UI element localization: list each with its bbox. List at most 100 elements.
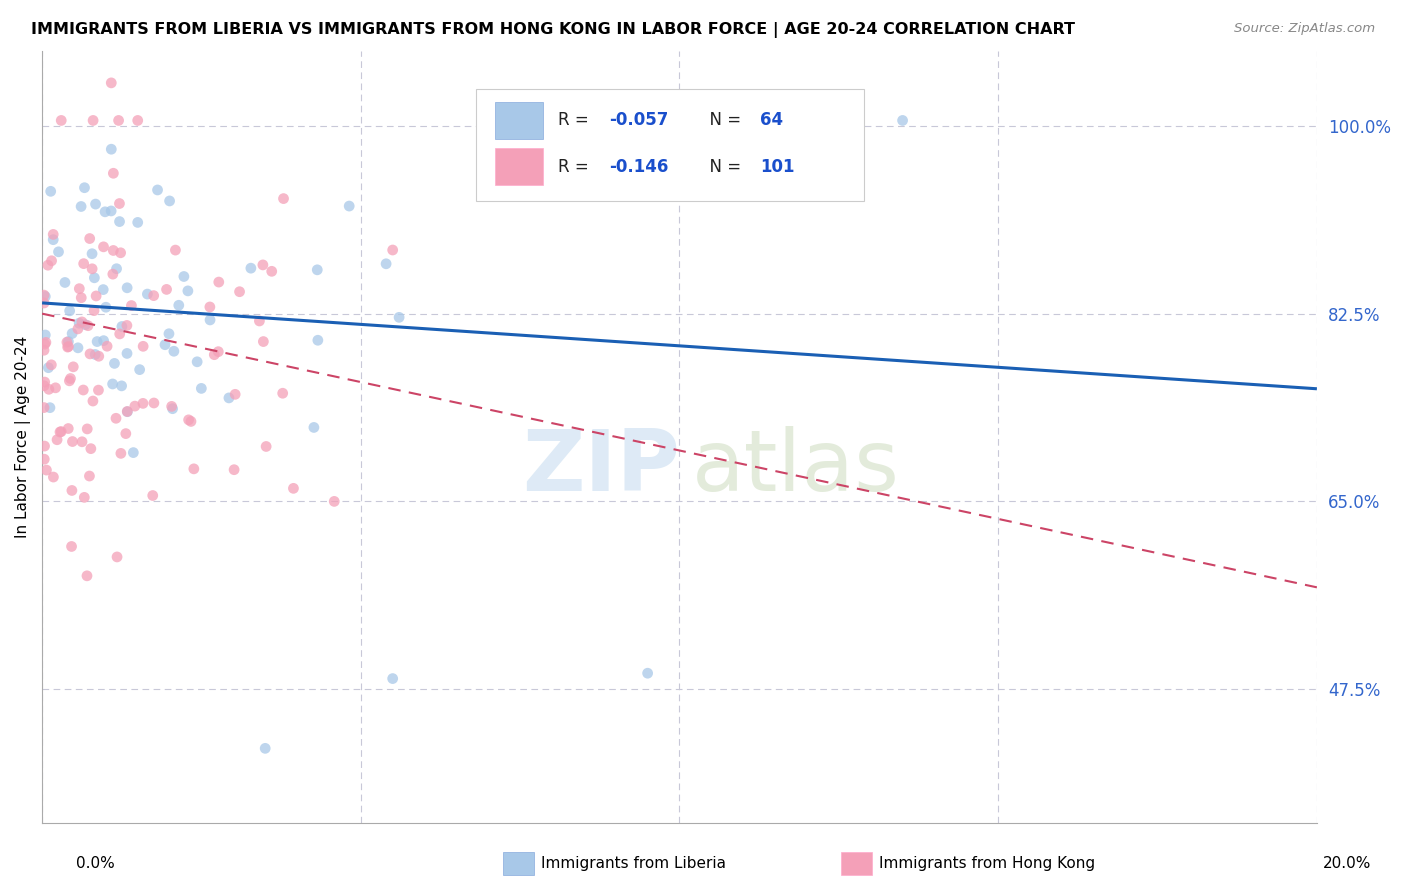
Point — [79, 469, 101, 483]
Point — [75, 318, 97, 332]
Point — [59, 303, 82, 318]
Point — [165, 243, 187, 257]
Point — [302, 420, 325, 434]
Point — [70, 315, 93, 329]
Text: Source: ZipAtlas.com: Source: ZipAtlas.com — [1234, 22, 1375, 36]
Point — [142, 288, 165, 302]
Point — [100, 203, 122, 218]
Point — [60, 540, 83, 554]
Text: 20.0%: 20.0% — [1323, 856, 1371, 871]
Point — [82, 261, 104, 276]
Text: 101: 101 — [759, 158, 794, 176]
Point — [124, 399, 146, 413]
Point — [224, 387, 246, 401]
Point — [58, 334, 80, 349]
Point — [375, 257, 398, 271]
Point — [79, 231, 101, 245]
Point — [108, 326, 131, 341]
Point — [202, 348, 225, 362]
Text: atlas: atlas — [692, 426, 900, 509]
Point — [249, 314, 271, 328]
Point — [381, 672, 404, 686]
Point — [381, 243, 404, 257]
Point — [39, 401, 62, 415]
Text: R =: R = — [558, 158, 595, 176]
Point — [76, 569, 98, 583]
Text: -0.146: -0.146 — [609, 158, 669, 176]
Point — [105, 549, 128, 564]
Point — [32, 452, 55, 467]
Text: R =: R = — [558, 112, 595, 129]
Point — [127, 215, 149, 229]
Point — [159, 194, 181, 208]
Point — [637, 666, 659, 681]
Point — [35, 335, 58, 350]
Y-axis label: In Labor Force | Age 20-24: In Labor Force | Age 20-24 — [15, 336, 31, 538]
Point — [41, 253, 63, 268]
Point — [190, 381, 212, 395]
Point — [91, 283, 114, 297]
Point — [254, 440, 277, 454]
Point — [67, 316, 90, 330]
Point — [117, 405, 139, 419]
Point — [207, 344, 229, 359]
Text: -0.057: -0.057 — [609, 112, 669, 129]
Point — [51, 113, 73, 128]
Point — [51, 425, 73, 439]
Point — [163, 344, 186, 359]
Point — [32, 296, 55, 310]
Point — [180, 414, 202, 428]
Point — [70, 434, 93, 449]
Point — [70, 199, 93, 213]
Point — [58, 374, 80, 388]
Point — [67, 282, 90, 296]
Text: ZIP: ZIP — [522, 426, 679, 509]
Point — [84, 289, 107, 303]
Point — [38, 382, 60, 396]
Point — [73, 180, 96, 194]
Point — [167, 298, 190, 312]
Point — [82, 394, 104, 409]
Point — [37, 258, 59, 272]
Point — [103, 244, 125, 258]
Point — [127, 113, 149, 128]
Point — [115, 346, 138, 360]
Point — [155, 282, 177, 296]
Point — [53, 276, 76, 290]
Point — [252, 334, 274, 349]
Point — [142, 396, 165, 410]
Point — [120, 299, 142, 313]
Point — [160, 400, 183, 414]
Point — [42, 227, 65, 242]
Point — [56, 340, 79, 354]
Point — [114, 426, 136, 441]
Point — [108, 196, 131, 211]
Point — [94, 204, 117, 219]
Point — [73, 491, 96, 505]
Point — [283, 481, 305, 495]
Point — [44, 381, 66, 395]
Point — [32, 343, 55, 358]
Point — [388, 310, 411, 325]
Point — [228, 285, 250, 299]
Point — [83, 303, 105, 318]
Text: IMMIGRANTS FROM LIBERIA VS IMMIGRANTS FROM HONG KONG IN LABOR FORCE | AGE 20-24 : IMMIGRANTS FROM LIBERIA VS IMMIGRANTS FR… — [31, 22, 1076, 38]
Point — [32, 401, 55, 415]
Point — [87, 349, 110, 363]
Point — [60, 483, 83, 498]
Point — [153, 337, 176, 351]
Point — [84, 197, 107, 211]
Point — [58, 421, 80, 435]
Point — [115, 281, 138, 295]
Text: N =: N = — [699, 158, 747, 176]
Point — [39, 184, 62, 198]
Point — [142, 489, 165, 503]
Point — [183, 462, 205, 476]
Point — [128, 362, 150, 376]
Point — [107, 113, 129, 128]
Point — [37, 360, 59, 375]
FancyBboxPatch shape — [495, 102, 543, 139]
Point — [111, 319, 134, 334]
Point — [46, 433, 69, 447]
Point — [93, 334, 115, 348]
